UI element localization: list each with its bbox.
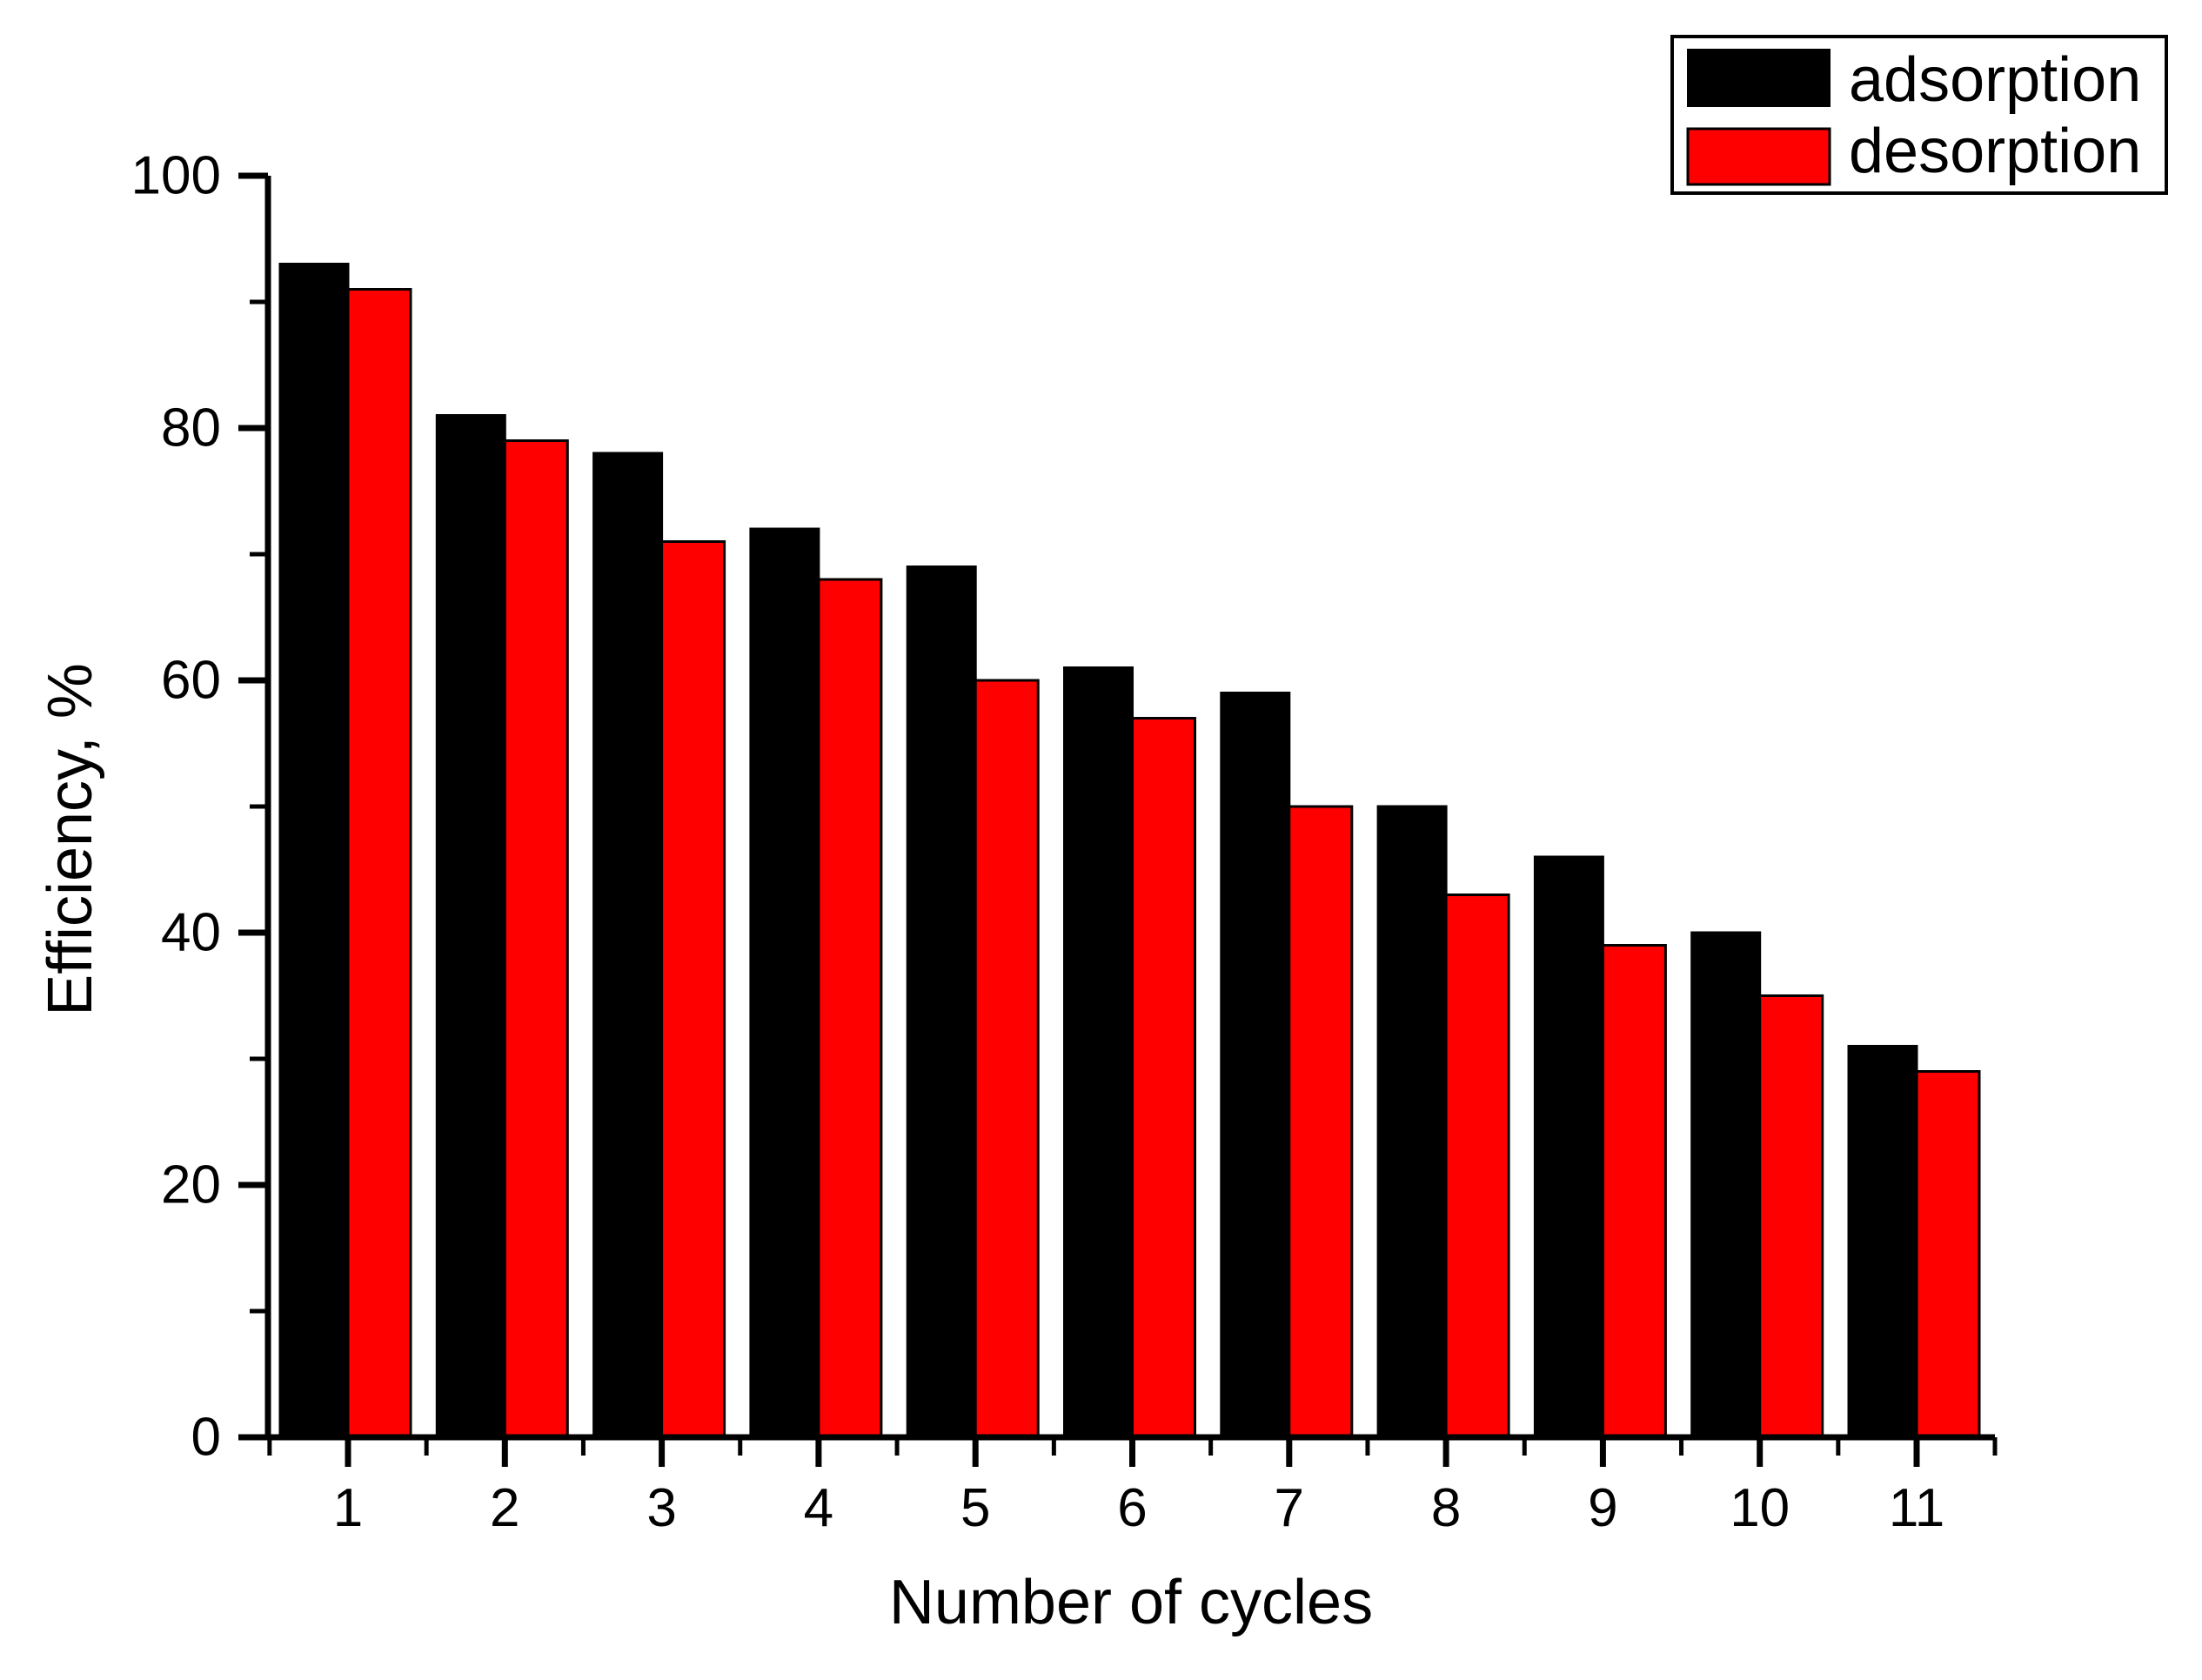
y-tick-label: 0	[191, 1408, 221, 1468]
bar-desorption-1	[346, 288, 412, 1439]
x-tick-label: 9	[1588, 1478, 1617, 1538]
bars-layer	[278, 263, 1981, 1439]
bar-desorption-2	[503, 439, 569, 1439]
y-tick-label: 20	[161, 1155, 221, 1215]
x-tick-label: 7	[1275, 1478, 1304, 1538]
bar-adsorption-5	[906, 566, 977, 1439]
x-tick-label: 8	[1431, 1478, 1461, 1538]
x-tick-label: 2	[490, 1478, 519, 1538]
bar-adsorption-4	[749, 527, 820, 1439]
x-axis-title: Number of cycles	[889, 1568, 1373, 1637]
bar-adsorption-10	[1690, 931, 1762, 1439]
bar-desorption-8	[1444, 894, 1510, 1439]
bar-desorption-3	[660, 540, 726, 1439]
bar-desorption-9	[1601, 944, 1667, 1439]
bar-desorption-10	[1758, 994, 1824, 1439]
legend-swatch-adsorption	[1687, 49, 1831, 107]
bar-desorption-6	[1131, 717, 1196, 1439]
bar-adsorption-3	[592, 452, 664, 1439]
bar-adsorption-9	[1533, 855, 1604, 1439]
bar-adsorption-11	[1847, 1045, 1918, 1439]
x-tick-label: 11	[1889, 1478, 1944, 1538]
x-tick-label: 6	[1117, 1478, 1147, 1538]
bar-desorption-5	[974, 679, 1040, 1439]
bar-desorption-11	[1915, 1070, 1981, 1439]
x-tick-label: 5	[960, 1478, 990, 1538]
x-tick-label: 3	[646, 1478, 676, 1538]
ticks-layer: 0 20 40 60 80 100 1 2 3 4 5 6 7 8 9 10 11	[131, 146, 1998, 1538]
bar-adsorption-2	[435, 414, 506, 1439]
legend-label-adsorption: adsorption	[1849, 45, 2141, 115]
y-tick-label: 60	[161, 651, 221, 711]
x-tick-label: 10	[1730, 1478, 1790, 1538]
legend: adsorption desorption	[1670, 35, 2168, 195]
bar-adsorption-7	[1220, 692, 1291, 1439]
legend-label-desorption: desorption	[1849, 117, 2141, 186]
y-tick-label: 80	[161, 398, 221, 458]
y-tick-label: 100	[131, 146, 221, 206]
bar-desorption-7	[1288, 805, 1354, 1439]
bar-adsorption-1	[278, 263, 350, 1439]
bar-desorption-4	[817, 578, 883, 1439]
bar-adsorption-6	[1063, 666, 1134, 1439]
x-tick-label: 1	[333, 1478, 363, 1538]
x-tick-label: 4	[804, 1478, 833, 1538]
y-axis-title: Efficiency, %	[36, 663, 105, 1016]
bar-adsorption-8	[1376, 805, 1448, 1439]
y-tick-label: 40	[161, 903, 221, 963]
legend-swatch-desorption	[1686, 127, 1831, 186]
